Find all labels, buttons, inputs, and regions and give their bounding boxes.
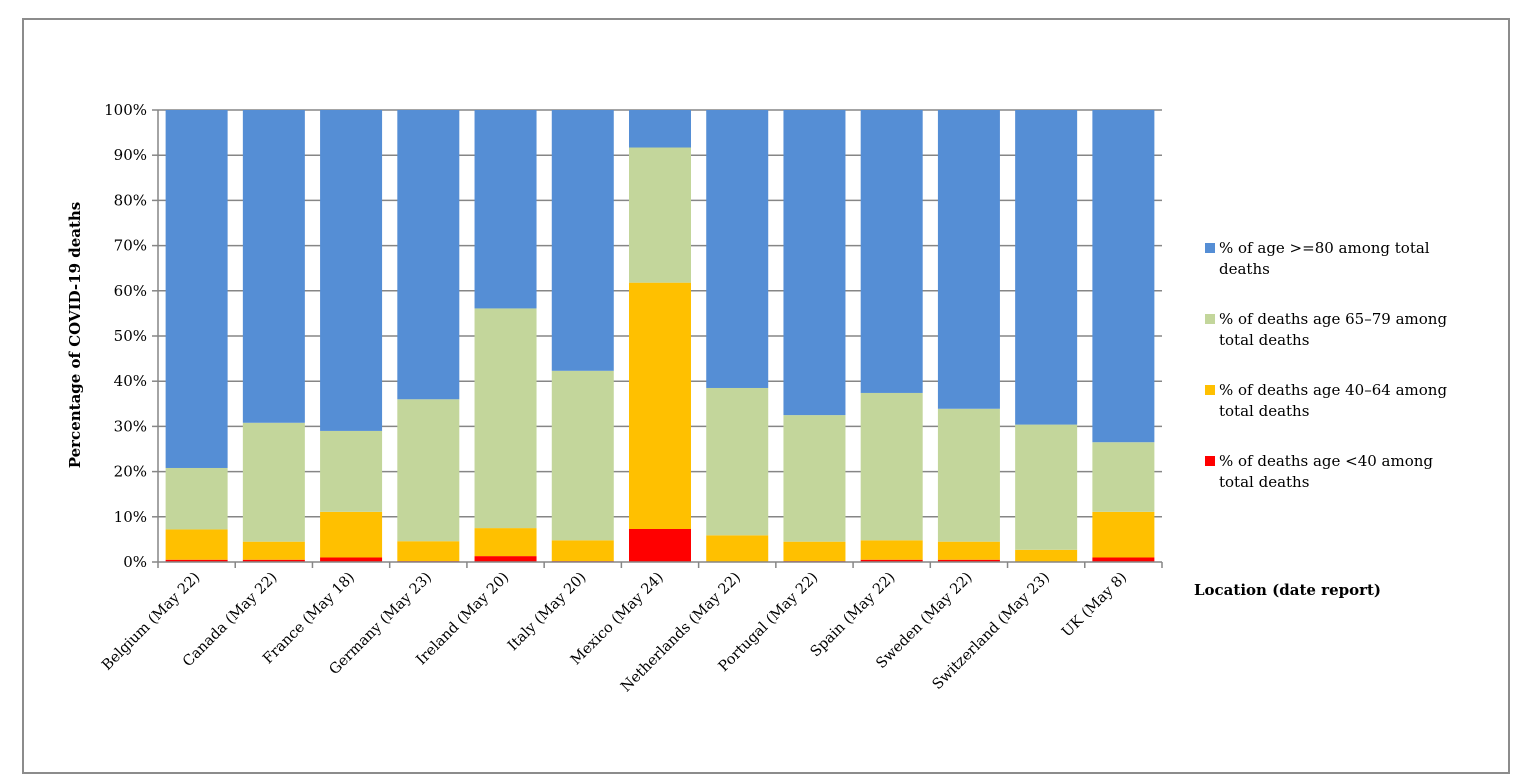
bar-segment bbox=[242, 559, 305, 562]
bar-segment bbox=[320, 557, 383, 562]
y-tick-label: 20% bbox=[114, 463, 147, 481]
bar-segment bbox=[937, 408, 1000, 542]
bar-segment bbox=[165, 559, 228, 562]
bar-segment bbox=[1092, 511, 1155, 558]
legend-label: % of deaths age <40 among total deaths bbox=[1219, 452, 1434, 491]
y-tick-label: 30% bbox=[114, 417, 147, 435]
x-category-label: Italy (May 20) bbox=[505, 570, 590, 655]
legend-label: % of deaths age 65–79 among total deaths bbox=[1219, 310, 1448, 349]
legend-swatch bbox=[1205, 314, 1215, 324]
y-tick-label: 10% bbox=[114, 508, 147, 526]
y-tick-label: 70% bbox=[114, 237, 147, 255]
y-tick-label: 50% bbox=[114, 327, 147, 345]
bar-segment bbox=[629, 110, 691, 148]
x-category-label: Spain (May 22) bbox=[808, 570, 899, 661]
bars bbox=[165, 110, 1155, 562]
bar-segment bbox=[706, 535, 769, 562]
x-category-label: UK (May 8) bbox=[1059, 570, 1130, 641]
bar-segment bbox=[706, 110, 769, 388]
bar-segment bbox=[860, 540, 923, 560]
legend-swatch bbox=[1205, 385, 1215, 395]
axes bbox=[152, 109, 1163, 568]
y-tick-label: 100% bbox=[104, 101, 147, 119]
bar-segment bbox=[783, 541, 846, 562]
bar-segment bbox=[1015, 549, 1078, 562]
bar-segment bbox=[937, 541, 1000, 560]
bar-segment bbox=[551, 540, 614, 562]
bar-segment bbox=[706, 387, 769, 536]
y-tick-label: 80% bbox=[114, 191, 147, 209]
y-tick-label: 60% bbox=[114, 282, 147, 300]
bar-segment bbox=[474, 308, 537, 529]
bar-segment bbox=[242, 541, 305, 560]
bar-segment bbox=[165, 529, 228, 560]
x-category-labels: Belgium (May 22)Canada (May 22)France (M… bbox=[99, 570, 1130, 696]
bar-segment bbox=[860, 392, 923, 541]
bar-segment bbox=[551, 110, 614, 371]
bar-segment bbox=[320, 511, 383, 558]
legend-label: % of age >=80 among total deaths bbox=[1219, 239, 1430, 278]
bar-segment bbox=[165, 110, 228, 468]
bar-segment bbox=[397, 399, 460, 542]
bar-segment bbox=[860, 110, 923, 393]
bar-segment bbox=[320, 430, 383, 512]
x-axis-label: Location (date report) bbox=[1194, 581, 1382, 599]
legend-swatch bbox=[1205, 243, 1215, 253]
bar-segment bbox=[860, 559, 923, 562]
bar-segment bbox=[937, 110, 1000, 409]
legend-swatch bbox=[1205, 456, 1215, 466]
y-axis-label: Percentage of COVID-19 deaths bbox=[66, 201, 84, 469]
bar-segment bbox=[474, 556, 537, 562]
bar-segment bbox=[1092, 110, 1155, 443]
legend-label: % of deaths age 40–64 among total deaths bbox=[1219, 381, 1448, 420]
y-tick-labels: 0% 10% 20% 30% 40% 50% 60% 70% 80% 90% 100% bbox=[104, 101, 147, 571]
bar-segment bbox=[783, 415, 846, 542]
bar-segment bbox=[629, 282, 691, 529]
bar-segment bbox=[474, 528, 537, 557]
bar-segment bbox=[629, 147, 691, 283]
bar-segment bbox=[242, 422, 305, 542]
bar-segment bbox=[242, 110, 305, 423]
y-tick-label: 90% bbox=[114, 146, 147, 164]
bar-segment bbox=[1092, 557, 1155, 562]
bar-segment bbox=[1015, 424, 1078, 550]
bar-segment bbox=[937, 559, 1000, 562]
bar-segment bbox=[629, 529, 691, 562]
bar-segment bbox=[1015, 110, 1078, 425]
bar-segment bbox=[474, 110, 537, 309]
bar-segment bbox=[551, 370, 614, 541]
bar-segment bbox=[1092, 442, 1155, 512]
bar-segment bbox=[397, 541, 460, 562]
bar-segment bbox=[320, 110, 383, 431]
y-tick-label: 40% bbox=[114, 372, 147, 390]
bar-segment bbox=[783, 110, 846, 416]
y-tick-label: 0% bbox=[123, 553, 147, 571]
bar-segment bbox=[165, 467, 228, 530]
bar-segment bbox=[397, 110, 460, 400]
